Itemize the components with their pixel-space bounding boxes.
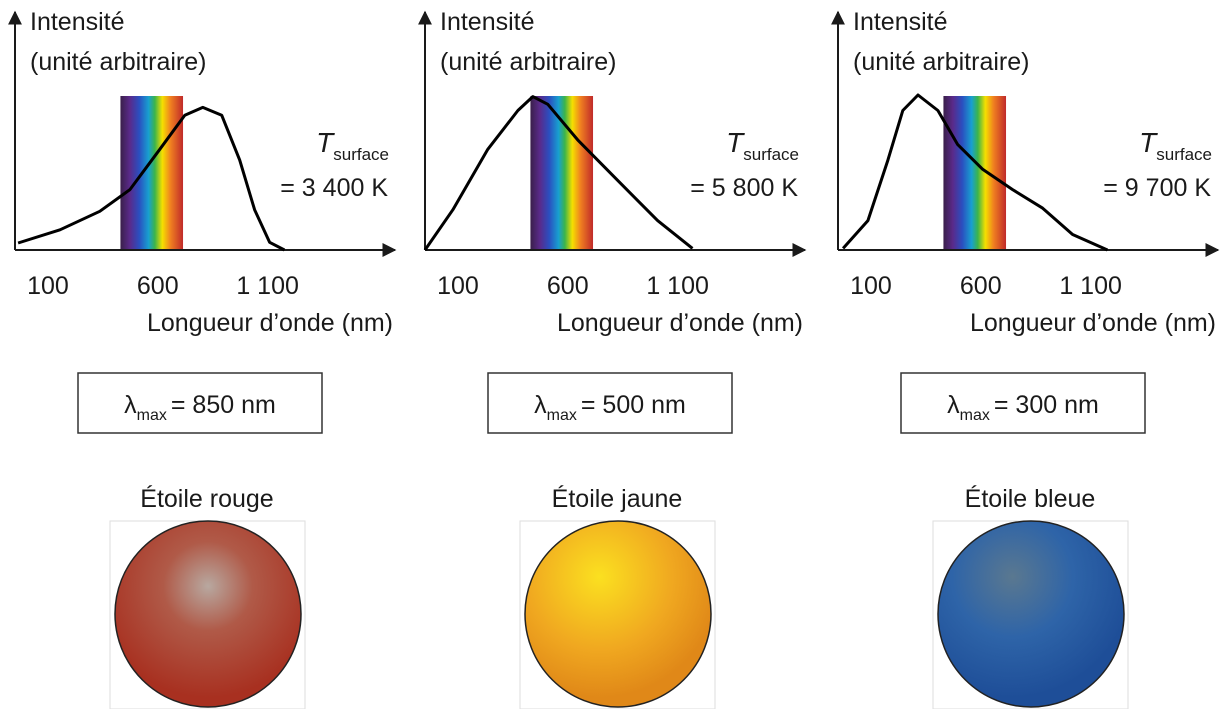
temperature-symbol: Tsurface bbox=[1139, 127, 1212, 164]
temperature-value: = 5 800 K bbox=[690, 174, 798, 202]
lambda-symbol: λ bbox=[947, 391, 960, 419]
y-axis-label: (unité arbitraire) bbox=[440, 48, 616, 76]
lambda-symbol: λ bbox=[534, 391, 547, 419]
y-axis-label: Intensité bbox=[853, 8, 948, 36]
x-axis-label: Longueur d’onde (nm) bbox=[970, 309, 1216, 337]
lambda-subscript: max bbox=[547, 407, 577, 424]
lambda-value: = 850 nm bbox=[171, 391, 276, 419]
visible-spectrum bbox=[120, 96, 183, 250]
x-tick-label: 100 bbox=[437, 272, 479, 300]
temperature-subscript: surface bbox=[333, 145, 389, 164]
y-axis-label: Intensité bbox=[30, 8, 125, 36]
y-axis-label: Intensité bbox=[440, 8, 535, 36]
temperature-symbol: Tsurface bbox=[726, 127, 799, 164]
visible-spectrum bbox=[943, 96, 1006, 250]
y-axis-label: (unité arbitraire) bbox=[853, 48, 1029, 76]
x-tick-label: 600 bbox=[137, 272, 179, 300]
x-tick-label: 100 bbox=[850, 272, 892, 300]
lambda-subscript: max bbox=[137, 407, 167, 424]
x-tick-label: 600 bbox=[960, 272, 1002, 300]
x-tick-label: 1 100 bbox=[1059, 272, 1122, 300]
x-tick-label: 600 bbox=[547, 272, 589, 300]
temperature-subscript: surface bbox=[743, 145, 799, 164]
star-label: Étoile bleue bbox=[965, 484, 1096, 513]
x-tick-label: 100 bbox=[27, 272, 69, 300]
star-label: Étoile rouge bbox=[140, 484, 273, 513]
lambda-subscript: max bbox=[960, 407, 990, 424]
temperature-symbol: Tsurface bbox=[316, 127, 389, 164]
temperature-value: = 9 700 K bbox=[1103, 174, 1211, 202]
temperature-value: = 3 400 K bbox=[280, 174, 388, 202]
star-image bbox=[115, 521, 301, 707]
x-axis-label: Longueur d’onde (nm) bbox=[557, 309, 803, 337]
temperature-subscript: surface bbox=[1156, 145, 1212, 164]
x-tick-label: 1 100 bbox=[646, 272, 709, 300]
x-axis-label: Longueur d’onde (nm) bbox=[147, 309, 393, 337]
figure: Intensité (unité arbitraire) 100 600 1 100 Lo… bbox=[0, 0, 1227, 709]
star-label: Étoile jaune bbox=[552, 484, 683, 513]
lambda-value: = 300 nm bbox=[994, 391, 1099, 419]
star-image bbox=[938, 521, 1124, 707]
y-axis-label: (unité arbitraire) bbox=[30, 48, 206, 76]
star-image bbox=[525, 521, 711, 707]
lambda-symbol: λ bbox=[124, 391, 137, 419]
lambda-value: = 500 nm bbox=[581, 391, 686, 419]
x-tick-label: 1 100 bbox=[236, 272, 299, 300]
